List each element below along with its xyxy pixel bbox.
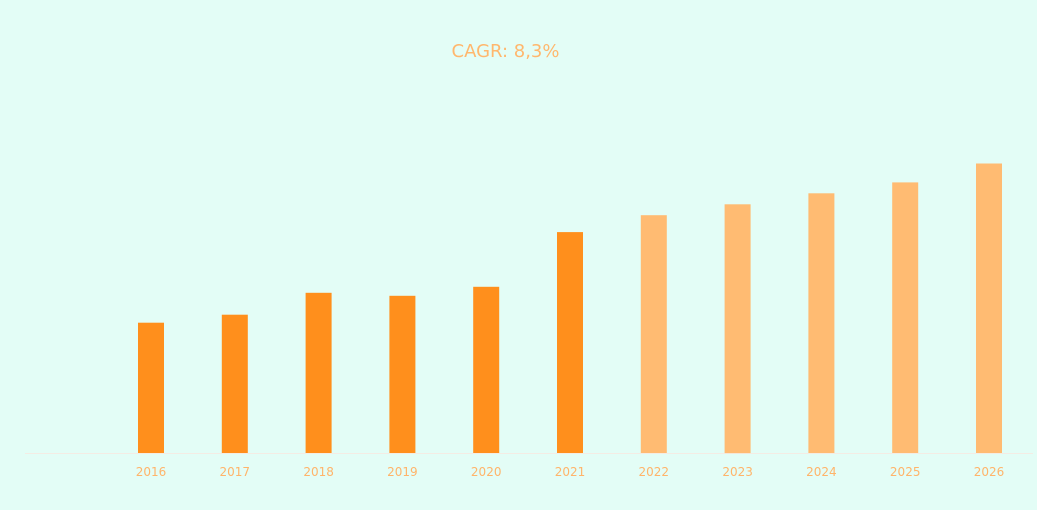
x-tick-label-2016: 2016 — [136, 465, 167, 479]
bar-2026 — [976, 163, 1002, 453]
x-tick-label-2019: 2019 — [387, 465, 418, 479]
x-tick-label-2022: 2022 — [639, 465, 670, 479]
x-tick-label-2017: 2017 — [220, 465, 251, 479]
bar-2020 — [473, 286, 500, 453]
x-tick-label-2024: 2024 — [806, 465, 837, 479]
x-tick-label-2023: 2023 — [722, 465, 753, 479]
bar-2018 — [305, 292, 332, 453]
bar-2021 — [557, 232, 583, 453]
bar-2024 — [808, 193, 835, 454]
bar-2017 — [221, 314, 248, 453]
bars-group — [138, 163, 1002, 454]
x-tick-label-2026: 2026 — [974, 465, 1005, 479]
bar-2022 — [640, 215, 667, 453]
x-tick-label-2025: 2025 — [890, 465, 921, 479]
bar-2019 — [389, 295, 416, 453]
x-tick-label-2020: 2020 — [471, 465, 502, 479]
x-tick-labels: 2016 2017 2018 2019 2020 2021 2022 2023 2024 2025… — [136, 465, 1005, 479]
x-tick-label-2018: 2018 — [303, 465, 334, 479]
x-tick-label-2021: 2021 — [555, 465, 586, 479]
bar-2023 — [724, 204, 751, 454]
bar-2016 — [138, 322, 164, 453]
bar-2025 — [892, 182, 919, 453]
chart-title: CAGR: 8,3% — [451, 41, 560, 62]
